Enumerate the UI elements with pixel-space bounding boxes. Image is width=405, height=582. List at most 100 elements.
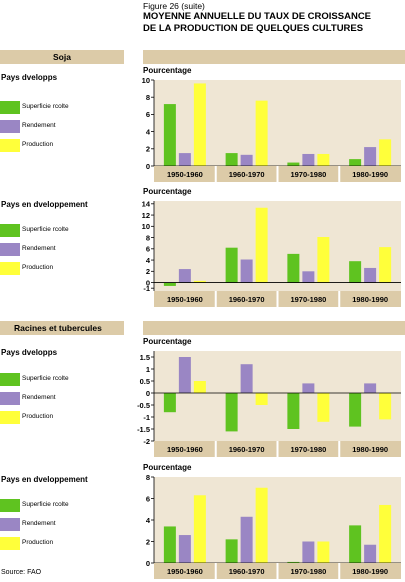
x-tick-label: 1960-1970 xyxy=(229,170,265,179)
bar-production-1980-1990 xyxy=(379,504,392,563)
y-tick-label: -2 xyxy=(143,437,150,446)
bar-production-1960-1970 xyxy=(255,487,268,563)
y-tick-label: 12 xyxy=(142,211,150,220)
bar-production-1960-1970 xyxy=(255,393,268,405)
y-tick-label: 6 xyxy=(146,494,150,503)
plot-area xyxy=(154,477,401,563)
bar-production-1950-1960 xyxy=(193,381,206,393)
y-tick-label: -1 xyxy=(143,284,150,293)
bar-rendement-1960-1970 xyxy=(240,516,253,563)
y-tick-label: 0 xyxy=(146,162,150,171)
legend-swatch-rendement xyxy=(0,392,20,405)
bar-superficie-1970-1980 xyxy=(287,253,300,283)
plot-area xyxy=(154,201,401,291)
x-tick-label: 1980-1990 xyxy=(352,170,388,179)
y-tick-label: 4 xyxy=(146,127,151,136)
legend-swatch-production xyxy=(0,139,20,152)
x-tick-label: 1960-1970 xyxy=(229,295,265,304)
legend-swatch-superficie xyxy=(0,499,20,512)
x-tick-label: 1970-1980 xyxy=(290,445,326,454)
section-title-soja: Soja xyxy=(0,50,124,64)
panel-1-ylabel: Pourcentage xyxy=(143,66,192,75)
y-tick-label: 10 xyxy=(142,222,150,231)
x-tick-label: 1980-1990 xyxy=(352,567,388,576)
legend-swatch-superficie xyxy=(0,224,20,237)
y-tick-label: 2 xyxy=(146,145,150,154)
bar-production-1970-1980 xyxy=(317,153,330,166)
legend-swatch-superficie xyxy=(0,101,20,114)
bar-superficie-1980-1990 xyxy=(349,159,362,166)
legend-swatch-rendement xyxy=(0,518,20,531)
section-title-racines: Racines et tubercules xyxy=(0,321,124,335)
bar-production-1950-1960 xyxy=(193,280,206,283)
y-tick-label: 4 xyxy=(146,256,151,265)
bar-superficie-1950-1960 xyxy=(163,282,176,286)
bar-superficie-1970-1980 xyxy=(287,561,300,563)
legend-swatch-production xyxy=(0,411,20,424)
panel-2-chart: -10 2 4 6 8 10 12 14 1950-1960 1960-1970 1970-1980… xyxy=(142,200,401,307)
y-tick-label: -0.5 xyxy=(137,401,150,410)
panel-3-chart: -2 -1.5 -1 -0.5 0 0.5 1 1.5 1950-1960 1960-1970 19… xyxy=(137,351,401,457)
source-note: Source: FAO xyxy=(1,569,42,576)
panel-4-chart: 0 2 4 6 8 1950-1960 1960-1970 1970-1980 1980-199… xyxy=(146,473,401,579)
bar-rendement-1960-1970 xyxy=(240,259,253,283)
figure-title-line-2: DE LA PRODUCTION DE QUELQUES CULTURES xyxy=(143,23,364,34)
bar-superficie-1950-1960 xyxy=(163,104,176,166)
legend-swatch-production xyxy=(0,262,20,275)
bar-rendement-1970-1980 xyxy=(302,383,315,393)
figure-title-line-1: MOYENNE ANNUELLE DU TAUX DE CROISSANCE xyxy=(143,11,372,22)
bar-superficie-1960-1970 xyxy=(225,247,238,283)
figure-title: MOYENNE ANNUELLE DU TAUX DE CROISSANCE D… xyxy=(143,11,403,35)
y-tick-label: 0 xyxy=(146,559,150,568)
section-bar-soja xyxy=(143,50,405,64)
bar-rendement-1970-1980 xyxy=(302,541,315,563)
bar-rendement-1960-1970 xyxy=(240,154,253,166)
section-band-racines: Racines et tubercules xyxy=(0,321,405,335)
y-tick-label: 10 xyxy=(142,76,150,85)
legend-swatch-production xyxy=(0,537,20,550)
bar-superficie-1980-1990 xyxy=(349,393,362,427)
y-tick-label: -1 xyxy=(143,413,150,422)
y-tick-label: 6 xyxy=(146,245,150,254)
panel-4-title: Pays en dveloppement xyxy=(1,475,88,484)
bar-production-1950-1960 xyxy=(193,495,206,563)
section-bar-racines xyxy=(143,321,405,335)
bar-rendement-1980-1990 xyxy=(364,544,377,563)
legend-swatch-rendement xyxy=(0,120,20,133)
x-tick-label: 1950-1960 xyxy=(167,170,203,179)
bar-rendement-1960-1970 xyxy=(240,364,253,393)
y-tick-label: 2 xyxy=(146,537,150,546)
x-tick-label: 1970-1980 xyxy=(290,170,326,179)
bar-superficie-1960-1970 xyxy=(225,153,238,166)
bar-rendement-1980-1990 xyxy=(364,147,377,166)
x-tick-label: 1950-1960 xyxy=(167,445,203,454)
bar-production-1960-1970 xyxy=(255,207,268,283)
bar-production-1970-1980 xyxy=(317,541,330,563)
x-tick-label: 1960-1970 xyxy=(229,445,265,454)
bar-superficie-1950-1960 xyxy=(163,393,176,413)
plot-area xyxy=(154,351,401,441)
bar-production-1980-1990 xyxy=(379,393,392,420)
x-tick-label: 1970-1980 xyxy=(290,567,326,576)
x-tick-label: 1950-1960 xyxy=(167,567,203,576)
y-tick-label: 0 xyxy=(146,278,150,287)
x-tick-label: 1980-1990 xyxy=(352,295,388,304)
x-tick-label: 1980-1990 xyxy=(352,445,388,454)
bar-superficie-1980-1990 xyxy=(349,525,362,563)
panel-1-chart: 0 2 4 6 8 10 1950-1960 1960-1970 1970-1980 1980-1… xyxy=(142,76,401,182)
bar-superficie-1980-1990 xyxy=(349,261,362,283)
y-tick-label: -1.5 xyxy=(137,425,150,434)
bar-production-1980-1990 xyxy=(379,247,392,283)
figure-label: Figure 26 (suite) xyxy=(143,1,205,11)
bar-rendement-1950-1960 xyxy=(178,153,191,166)
bar-rendement-1950-1960 xyxy=(178,357,191,393)
y-tick-label: 8 xyxy=(146,233,150,242)
y-tick-label: 0.5 xyxy=(140,377,150,386)
panel-3-title: Pays dvelopps xyxy=(1,348,58,357)
bar-rendement-1980-1990 xyxy=(364,383,377,393)
plot-area xyxy=(154,80,401,166)
y-tick-label: 8 xyxy=(146,473,150,482)
y-tick-label: 8 xyxy=(146,93,150,102)
legend-swatch-rendement xyxy=(0,243,20,256)
y-tick-label: 6 xyxy=(146,110,150,119)
